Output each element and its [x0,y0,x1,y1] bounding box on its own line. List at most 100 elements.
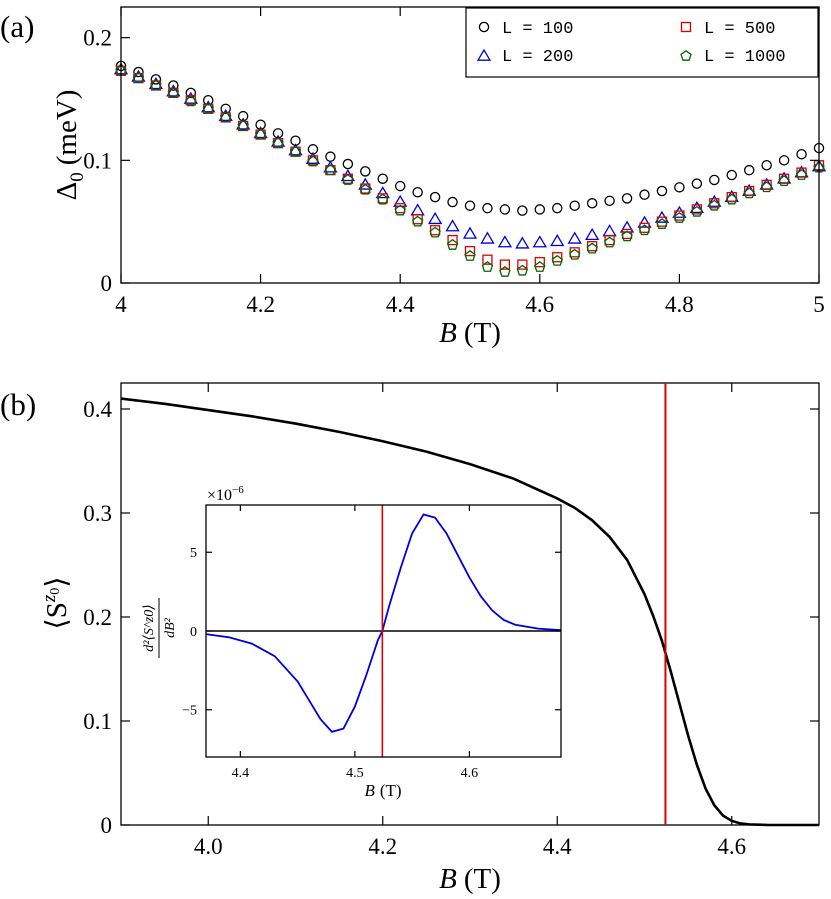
data-point [674,182,685,193]
data-point [638,224,651,236]
series-l1000 [115,64,825,277]
legend-marker-pentagon [680,49,692,61]
data-point [707,194,722,207]
legend-entry-l1000: L = 1000 [680,48,786,67]
data-point [410,203,425,216]
data-point [552,252,563,263]
data-point [691,178,703,189]
xtick-label: 4 [115,292,127,317]
data-point [672,205,687,218]
series-l200 [113,62,827,249]
series-l100 [115,60,825,216]
data-point [131,69,146,82]
data-point [445,219,460,232]
data-point [150,74,162,85]
data-point [567,231,582,244]
data-point [168,80,179,91]
data-point [377,173,388,184]
data-point [515,236,530,249]
data-point [254,128,267,140]
data-point [427,211,443,225]
xtick-label: 4.0 [194,834,223,859]
data-point [288,143,303,156]
ytick-label: 0.3 [83,501,112,526]
legend-marker [680,21,692,33]
data-point [447,234,458,246]
legend-marker-circle [478,21,490,33]
data-point [464,250,476,261]
data-point [603,236,616,248]
panel-a-ylabel: Δ0(meV) [51,90,88,201]
panel-b-ylabel: ⟨Sz0⟩ [39,576,73,629]
panel-b-xlabel: B (T) [439,863,501,895]
legend-entry-l100: L = 100 [478,20,573,39]
data-point [569,200,580,211]
data-point [795,169,808,180]
data-point [132,72,145,83]
data-point [637,215,652,228]
data-point [585,227,600,241]
data-point [743,164,755,176]
data-point [307,155,319,167]
legend-marker [478,21,490,33]
xtick-label: 4.4 [232,766,250,781]
data-point [462,226,478,239]
panel-a-yaxis: 0 0.1 0.2 [83,26,819,296]
ytick-label: −5 [182,704,197,719]
data-point [586,198,598,209]
panel-a-xlabel: B (T) [439,317,501,349]
inset-xlabel: B (T) [364,781,401,800]
ytick-label: 0 [190,625,197,640]
data-point [517,259,528,270]
data-point [359,183,372,195]
data-point [148,76,164,90]
legend-label-l500: L = 500 [704,20,775,39]
panel-b: (b) 4.0 4.2 4.4 4.6 0 0.1 0.2 0.3 0.4 B (T) ⟨Sz0… [0,382,820,895]
data-point [412,186,423,198]
inset-yaxis: −5 0 5 [182,546,561,719]
data-point [429,191,441,203]
panel-b-frame [120,382,820,826]
data-point [201,100,216,113]
data-point [602,224,617,237]
data-point [497,235,513,248]
data-point [342,158,354,170]
data-point [482,254,493,265]
data-point [219,111,232,123]
data-point [656,185,668,197]
panel-a-frame [120,6,820,284]
data-point [499,265,511,277]
ytick-label: 0 [101,813,113,838]
data-point [550,234,565,247]
data-point [133,66,144,78]
data-point [709,174,720,186]
panel-b-xaxis: 4.0 4.2 4.4 4.6 [194,383,746,859]
d2sz0-curve [205,513,562,733]
ytick-label: 0.1 [83,148,112,173]
legend: L = 100 L = 200 L = 500 L = 1000 [465,7,819,78]
data-point [185,87,197,99]
legend-label-l100: L = 100 [502,20,573,39]
data-point [394,204,406,216]
data-point [270,134,286,147]
data-point [726,193,738,205]
legend-marker [680,49,692,61]
data-point [568,248,581,260]
data-point [481,261,494,272]
ytick-label: 0.4 [83,397,112,422]
data-point [237,119,249,131]
ytick-label: 5 [190,546,197,561]
data-point [689,200,704,214]
xtick-label: 4.2 [246,292,275,317]
data-point [534,204,546,215]
panel-b-label: (b) [0,387,36,422]
data-point [691,205,703,217]
data-point [166,84,181,97]
data-point [236,117,251,130]
data-point [150,79,162,91]
data-point [796,148,807,160]
data-point [464,245,476,257]
xtick-label: 4.8 [665,292,694,317]
data-point [342,173,354,185]
data-point [411,215,424,227]
